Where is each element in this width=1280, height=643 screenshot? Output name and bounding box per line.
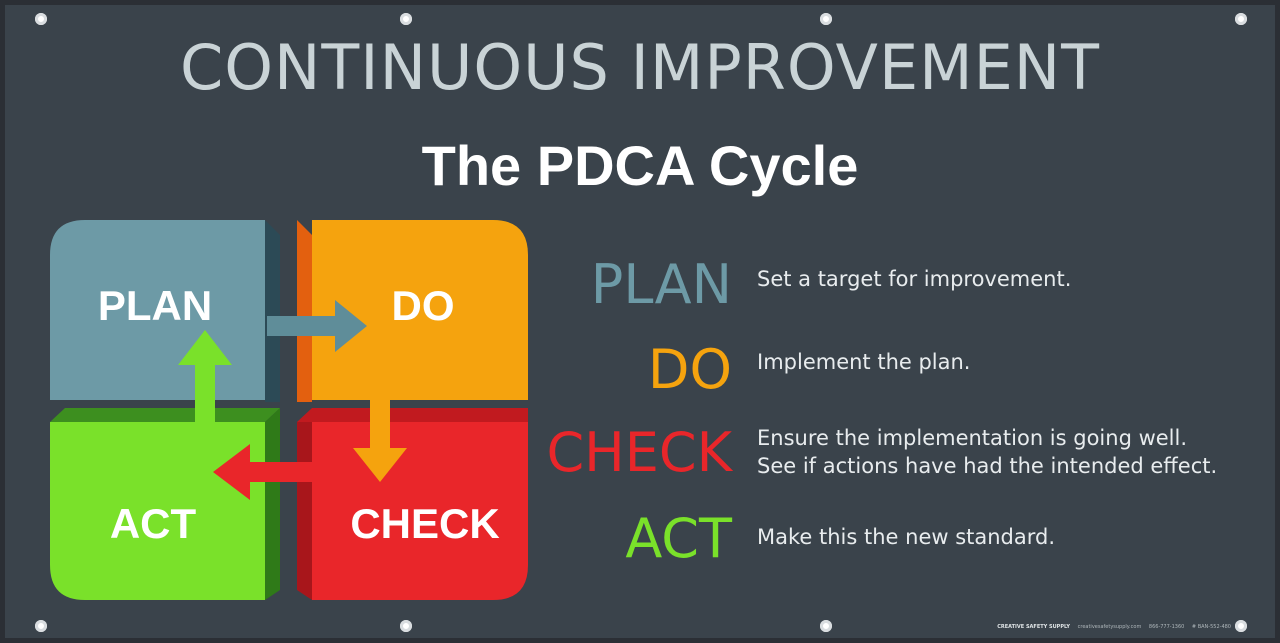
do-to-check-arrow (353, 388, 407, 482)
grommet (1235, 620, 1247, 632)
footer-phone: 866-777-1360 (1148, 624, 1185, 630)
legend-check-desc: Ensure the implementation is going well. (757, 426, 1188, 450)
footer-info: CREATIVE SAFETY SUPPLY creativesafetysup… (991, 624, 1231, 630)
grommet (820, 620, 832, 632)
footer-sku: # BAN-552-480 (1191, 624, 1231, 630)
legend-act-word: ACT (625, 507, 732, 570)
footer-site: creativesafetysupply.com (1077, 624, 1142, 630)
legend-check-desc-2: See if actions have had the intended eff… (757, 454, 1218, 478)
do-label: DO (392, 282, 455, 329)
pdca-cycle-diagram: PLAN DO ACT CHECK (50, 220, 528, 600)
legend-do-desc: Implement the plan. (757, 350, 971, 374)
pdca-banner: CONTINUOUS IMPROVEMENT The PDCA Cycle PL… (5, 5, 1275, 638)
grommet (400, 13, 412, 25)
legend-act-desc: Make this the new standard. (757, 525, 1056, 549)
act-to-plan-arrow (178, 330, 232, 435)
act-block: ACT (50, 408, 280, 600)
plan-to-do-arrow (267, 300, 367, 352)
check-label: CHECK (350, 500, 499, 547)
grommet (35, 13, 47, 25)
plan-label: PLAN (98, 282, 212, 329)
banner-subtitle: The PDCA Cycle (421, 134, 859, 197)
grommet (1235, 13, 1247, 25)
do-block: DO (297, 220, 528, 402)
legend-do-word: DO (647, 338, 732, 401)
legend-check-word: CHECK (546, 421, 732, 484)
check-block: CHECK (297, 408, 528, 600)
plan-block: PLAN (50, 220, 280, 402)
footer-brand: CREATIVE SAFETY SUPPLY (997, 624, 1071, 630)
legend-plan-desc: Set a target for improvement. (757, 267, 1072, 291)
act-label: ACT (110, 500, 197, 547)
banner-title: CONTINUOUS IMPROVEMENT (179, 31, 1101, 104)
legend-plan-word: PLAN (590, 253, 732, 316)
check-to-act-arrow (213, 444, 320, 500)
grommet (400, 620, 412, 632)
grommet (820, 13, 832, 25)
grommet (35, 620, 47, 632)
